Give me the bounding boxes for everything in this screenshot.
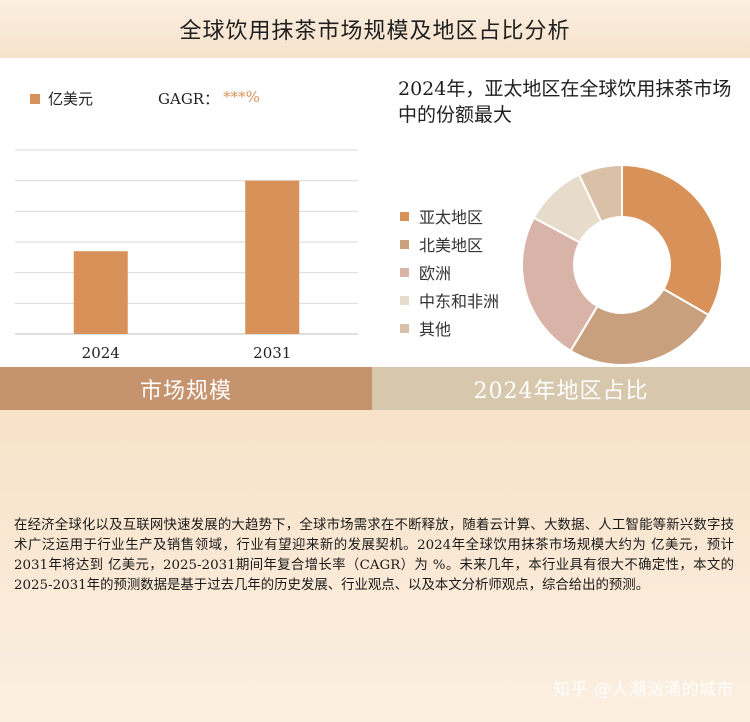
legend-swatch <box>400 239 409 249</box>
section-region-share: 2024年地区占比 <box>372 367 750 410</box>
legend-label: 亿美元 <box>48 90 94 108</box>
pie-legend-label: 北美地区 <box>419 236 484 255</box>
pie-legend-item: 亚太地区 <box>400 202 499 230</box>
description: 在经济全球化以及互联网快速发展的大趋势下，全球市场需求在不断释放，随着云计算、大… <box>14 518 734 593</box>
title-bar: 全球饮用抹茶市场规模及地区占比分析 <box>0 0 750 58</box>
bar <box>73 251 128 334</box>
x-tick-label: 2024 <box>82 344 120 362</box>
page-title: 全球饮用抹茶市场规模及地区占比分析 <box>179 19 571 44</box>
donut-slice <box>569 287 710 366</box>
pie-legend: 亚太地区北美地区欧洲中东和非洲其他 <box>400 202 499 342</box>
bar-chart-panel: 2024 2031 亿美元 GAGR： ***% <box>0 62 372 367</box>
cagr-label: GAGR： ***% <box>158 88 260 109</box>
pie-legend-label: 其他 <box>419 320 452 339</box>
donut-chart <box>521 163 723 366</box>
text-area: 在经济全球化以及互联网快速发展的大趋势下，全球市场需求在不断释放，随着云计算、大… <box>0 410 750 722</box>
watermark: 知乎 @人潮汹涌的城市 <box>553 680 734 700</box>
x-tick-label: 2031 <box>253 344 291 362</box>
pie-legend-item: 其他 <box>400 314 499 342</box>
pie-title: 2024年，亚太地区在全球饮用抹茶市场中的份额最大 <box>398 78 732 126</box>
legend-swatch <box>400 323 409 333</box>
cagr-value: ***% <box>223 88 260 106</box>
legend-swatch <box>400 267 409 277</box>
cagr-text: GAGR： <box>158 90 220 108</box>
bar-chart: 2024 2031 <box>15 149 358 362</box>
donut-slice <box>521 216 599 353</box>
section-market-size: 市场规模 <box>0 367 372 410</box>
donut-slice <box>577 163 623 223</box>
donut-slice <box>621 163 723 317</box>
pie-legend-label: 欧洲 <box>419 264 452 283</box>
section-market-size-label: 市场规模 <box>139 378 232 404</box>
pie-legend-label: 中东和非洲 <box>419 292 500 311</box>
bar <box>245 180 300 334</box>
pie-legend-item: 北美地区 <box>400 230 499 258</box>
pie-legend-item: 中东和非洲 <box>400 286 499 314</box>
legend-swatch <box>400 211 409 221</box>
pie-legend-label: 亚太地区 <box>419 208 484 227</box>
pie-legend-item: 欧洲 <box>400 258 499 286</box>
pie-chart-panel: 2024年，亚太地区在全球饮用抹茶市场中的份额最大 亚太地区北美地区欧洲中东和非… <box>372 62 750 367</box>
legend-swatch <box>30 93 40 104</box>
legend-swatch <box>400 295 409 305</box>
bar-legend: 亿美元 <box>30 88 93 109</box>
section-region-share-label: 2024年地区占比 <box>473 378 649 404</box>
